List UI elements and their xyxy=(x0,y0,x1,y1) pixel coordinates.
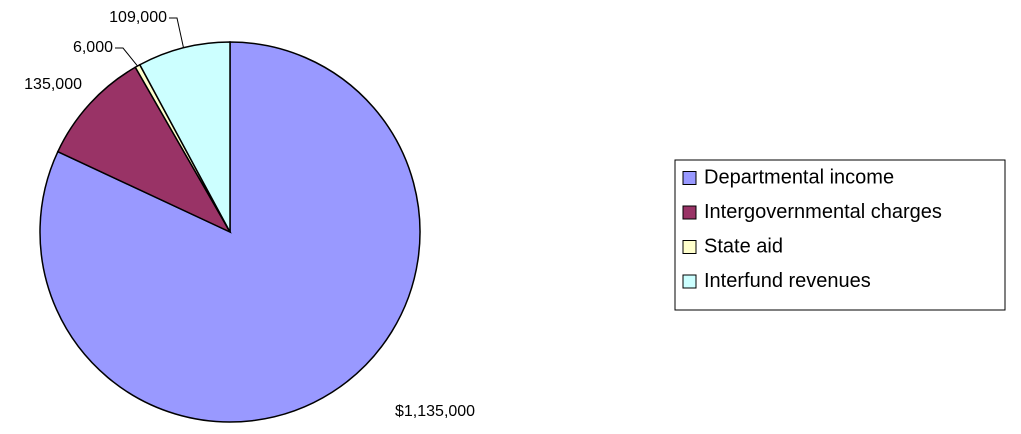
legend-label: Departmental income xyxy=(704,166,894,188)
pie-slice xyxy=(56,66,232,234)
legend-swatch xyxy=(682,240,697,254)
legend-swatch xyxy=(682,274,697,289)
legend-label: Interfund revenues xyxy=(704,270,871,292)
data-label: 135,000 xyxy=(24,76,82,93)
legend-label: State aid xyxy=(704,235,783,257)
data-label: 6,000 xyxy=(73,39,113,56)
leader-line xyxy=(115,47,138,67)
legend-swatch xyxy=(682,171,697,185)
data-label: $1,135,000 xyxy=(395,403,475,420)
leader-line xyxy=(169,17,184,48)
data-label: 109,000 xyxy=(109,9,167,26)
legend-frame xyxy=(674,159,1006,311)
legend-label: Intergovernmental charges xyxy=(704,201,942,223)
legend: Departmental income Intergovernmental cha… xyxy=(674,159,1006,311)
legend-swatch xyxy=(682,205,697,220)
pie: $1,135,000 135,000 6,000 109,000 xyxy=(24,9,475,423)
pie-slice xyxy=(138,41,231,233)
